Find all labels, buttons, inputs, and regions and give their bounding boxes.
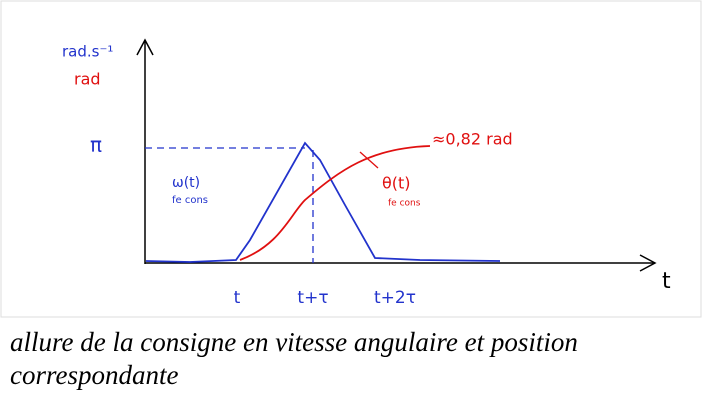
position-name: θ(t)	[382, 174, 411, 193]
speed-unit: rad.s⁻¹	[62, 43, 113, 61]
caption: allure de la consigne en vitesse angulai…	[10, 327, 578, 390]
position-pointer	[359, 151, 379, 169]
speed-name: ω(t)	[172, 175, 200, 191]
pi-label: π	[90, 133, 102, 157]
y-arrow	[136, 38, 154, 56]
x-tick-label: t+τ	[297, 288, 328, 308]
position-unit: rad	[74, 70, 101, 89]
x-tick-label: t+2τ	[374, 288, 416, 308]
position-curve	[239, 145, 431, 261]
final-value: ≈0,82 rad	[432, 130, 513, 149]
x-axis-label: t	[662, 269, 671, 294]
speed-note: fe cons	[172, 195, 208, 206]
image-border	[0, 0, 702, 318]
diagram: rad.s⁻¹ rad π ω(t) fe cons θ(t) fe cons …	[0, 0, 702, 318]
x-arrow	[639, 254, 657, 272]
speed-curve	[145, 141, 501, 263]
position-note: fe cons	[388, 199, 421, 209]
x-tick-label: t	[234, 288, 241, 308]
